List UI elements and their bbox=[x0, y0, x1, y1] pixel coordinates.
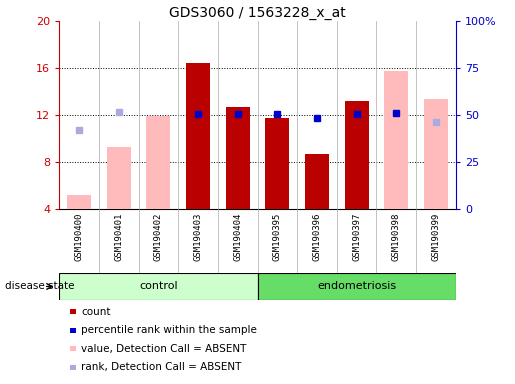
Text: GSM190398: GSM190398 bbox=[392, 212, 401, 261]
Text: GSM190399: GSM190399 bbox=[432, 212, 440, 261]
Text: GSM190397: GSM190397 bbox=[352, 212, 361, 261]
Bar bbox=[146, 116, 170, 209]
Text: value, Detection Call = ABSENT: value, Detection Call = ABSENT bbox=[81, 344, 247, 354]
Bar bbox=[265, 118, 289, 209]
Text: GSM190400: GSM190400 bbox=[75, 212, 83, 261]
Text: rank, Detection Call = ABSENT: rank, Detection Call = ABSENT bbox=[81, 362, 242, 372]
Bar bbox=[59, 273, 258, 300]
Text: GSM190403: GSM190403 bbox=[194, 212, 202, 261]
Text: percentile rank within the sample: percentile rank within the sample bbox=[81, 325, 258, 335]
Bar bbox=[258, 273, 456, 300]
Text: GSM190395: GSM190395 bbox=[273, 212, 282, 261]
Bar bbox=[345, 101, 369, 209]
Text: disease state: disease state bbox=[5, 281, 75, 291]
Bar bbox=[67, 195, 91, 209]
Text: count: count bbox=[81, 307, 111, 317]
Bar bbox=[384, 71, 408, 209]
Text: GSM190402: GSM190402 bbox=[154, 212, 163, 261]
Bar bbox=[226, 107, 250, 209]
Bar bbox=[107, 147, 131, 209]
Text: GSM190396: GSM190396 bbox=[313, 212, 321, 261]
Text: GSM190404: GSM190404 bbox=[233, 212, 242, 261]
Bar bbox=[186, 63, 210, 209]
Bar bbox=[424, 99, 448, 209]
Text: control: control bbox=[139, 281, 178, 291]
Text: GSM190401: GSM190401 bbox=[114, 212, 123, 261]
Title: GDS3060 / 1563228_x_at: GDS3060 / 1563228_x_at bbox=[169, 6, 346, 20]
Bar bbox=[305, 154, 329, 209]
Text: endometriosis: endometriosis bbox=[317, 281, 396, 291]
